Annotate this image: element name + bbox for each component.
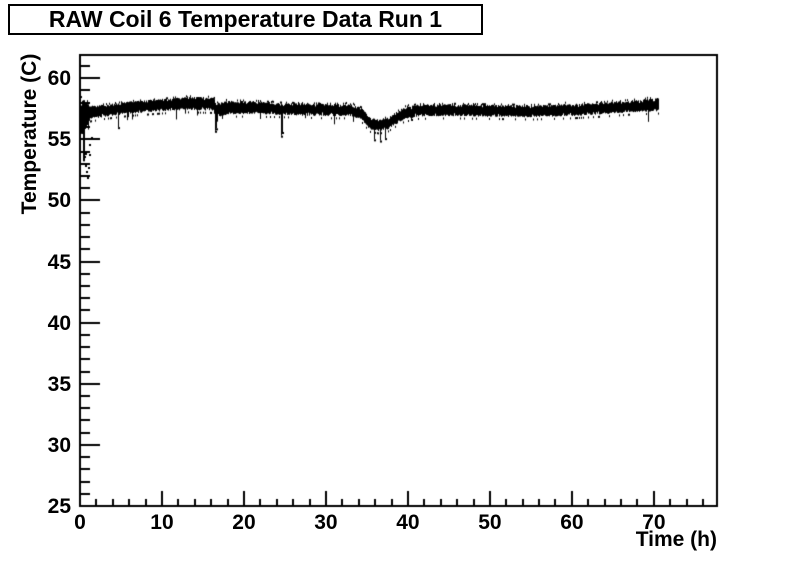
x-tick-label: 70 — [642, 511, 666, 534]
chart-title-box: RAW Coil 6 Temperature Data Run 1 — [8, 4, 483, 35]
x-tick-label: 20 — [232, 511, 256, 534]
x-tick-label: 10 — [150, 511, 174, 534]
y-tick-label: 35 — [47, 372, 71, 396]
y-tick-label: 45 — [47, 250, 71, 274]
x-tick-label: 0 — [74, 511, 86, 534]
x-tick-label: 30 — [314, 511, 338, 534]
y-tick-label: 60 — [47, 67, 71, 91]
x-tick-label: 60 — [560, 511, 584, 534]
y-tick-label: 25 — [47, 495, 71, 518]
y-tick-label: 55 — [47, 128, 71, 152]
y-tick-label: 40 — [47, 311, 71, 335]
x-tick-label: 50 — [478, 511, 502, 534]
y-tick-label: 30 — [47, 433, 71, 457]
chart-title: RAW Coil 6 Temperature Data Run 1 — [48, 6, 443, 32]
x-tick-label: 40 — [396, 511, 420, 534]
x-axis-title: Time (h) — [635, 528, 717, 551]
y-tick-label: 50 — [47, 189, 71, 213]
